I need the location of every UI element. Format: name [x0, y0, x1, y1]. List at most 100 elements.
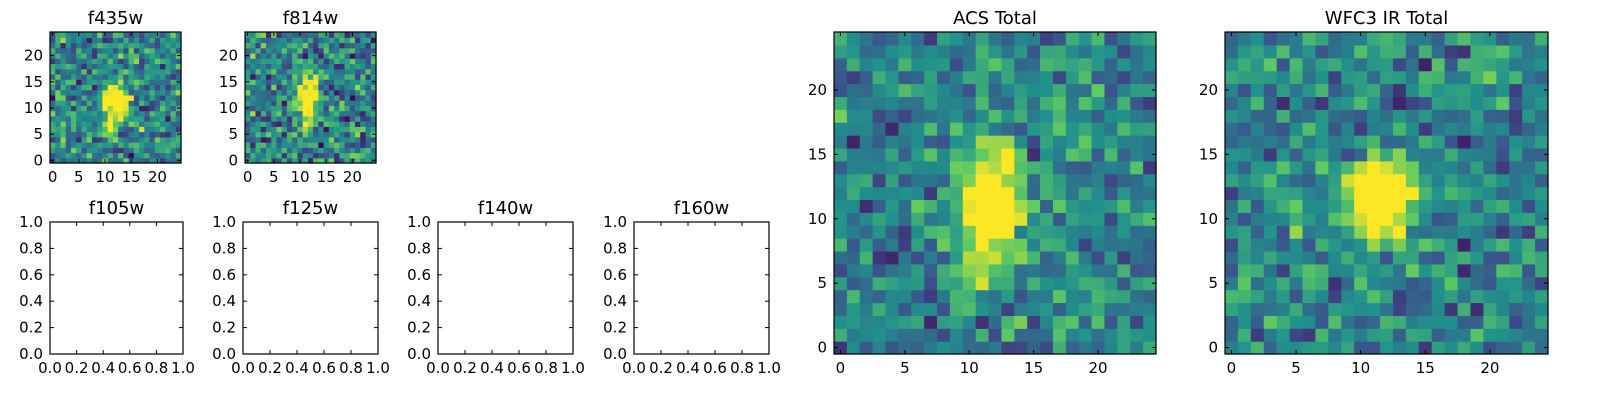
heatmap-cell	[885, 328, 899, 342]
heatmap-cell	[149, 94, 156, 101]
heatmap-cell	[102, 136, 109, 143]
heatmap-cell	[265, 94, 272, 101]
heatmap-cell	[76, 42, 83, 49]
heatmap-cell	[344, 73, 351, 80]
heatmap-cell	[988, 212, 1003, 226]
heatmap-cell	[1367, 147, 1381, 162]
heatmap-cell	[1496, 109, 1510, 123]
heatmap-cell	[1117, 147, 1131, 162]
heatmap-cell	[1535, 263, 1549, 278]
heatmap-cell	[1380, 83, 1394, 97]
heatmap-cell	[1470, 276, 1484, 291]
heatmap-cell	[1250, 83, 1265, 97]
heatmap-cell	[328, 110, 335, 117]
heatmap-cell	[1535, 160, 1549, 175]
heatmap-cell	[1354, 250, 1368, 265]
heatmap-cell	[1380, 44, 1394, 59]
heatmap-cell	[297, 126, 304, 133]
heatmap-cell	[328, 63, 335, 70]
heatmap-cell	[281, 94, 288, 101]
heatmap-cell	[318, 37, 325, 44]
heatmap-cell	[924, 225, 938, 239]
heatmap-cell	[307, 147, 314, 154]
heatmap-cell	[1354, 173, 1368, 188]
heatmap-cell	[339, 32, 346, 38]
heatmap-cell	[97, 115, 103, 122]
heatmap-cell	[859, 276, 874, 291]
heatmap-cell	[133, 47, 140, 54]
heatmap-cell	[1457, 160, 1472, 175]
heatmap-cell	[1315, 199, 1329, 213]
heatmap-cell	[334, 89, 340, 96]
heatmap-cell	[911, 199, 925, 213]
heatmap-cell	[160, 79, 166, 85]
heatmap-cell	[872, 212, 887, 226]
heatmap-cell	[302, 100, 309, 106]
heatmap-cell	[1380, 276, 1394, 291]
heatmap-cell	[937, 302, 951, 316]
heatmap-cell	[1457, 341, 1472, 355]
heatmap-cell	[344, 115, 351, 122]
heatmap-cell	[1405, 328, 1420, 342]
heatmap-cell	[1065, 173, 1080, 188]
heatmap-cell	[286, 131, 293, 138]
heatmap-cell	[1250, 96, 1265, 110]
heatmap-cell	[975, 199, 990, 213]
heatmap-cell	[154, 142, 161, 148]
heatmap-cell	[81, 100, 88, 106]
heatmap-cell	[97, 136, 103, 143]
heatmap-cell	[1104, 160, 1118, 175]
heatmap-cell	[50, 100, 56, 106]
heatmap-cell	[260, 84, 267, 91]
heatmap-cell	[1052, 250, 1067, 265]
heatmap-cell	[1380, 199, 1394, 213]
heatmap-cell	[1328, 135, 1342, 149]
panel-title: f435w	[88, 8, 143, 29]
heatmap-cell	[846, 122, 861, 136]
heatmap-cell	[160, 37, 166, 44]
heatmap-cell	[175, 121, 182, 127]
heatmap-cell	[1535, 173, 1549, 188]
heatmap-cell	[1444, 289, 1459, 304]
heatmap-cell	[55, 58, 62, 65]
heatmap-cell	[112, 37, 119, 44]
heatmap-cell	[975, 57, 990, 72]
heatmap-cell	[988, 328, 1003, 342]
heatmap-cell	[139, 37, 145, 44]
heatmap-cell	[1027, 263, 1041, 278]
heatmap-cell	[165, 37, 172, 44]
heatmap-cell	[1225, 212, 1239, 226]
heatmap-cell	[1418, 341, 1433, 355]
heatmap-cell	[250, 68, 257, 75]
heatmap-cell	[1237, 32, 1252, 46]
heatmap-cell	[1522, 135, 1536, 149]
heatmap-cell	[1065, 83, 1080, 97]
heatmap-cell	[1130, 57, 1144, 72]
heatmap-cell	[1328, 57, 1342, 72]
heatmap-cell	[1328, 96, 1342, 110]
heatmap-cell	[107, 58, 114, 65]
heatmap-cell	[165, 63, 172, 70]
heatmap-cell	[1040, 109, 1054, 123]
heatmap-cell	[81, 126, 88, 133]
heatmap-cell	[898, 225, 912, 239]
heatmap-cell	[1392, 44, 1407, 59]
heatmap-cell	[102, 58, 109, 65]
heatmap-cell	[271, 152, 278, 159]
heatmap-cell	[859, 96, 874, 110]
heatmap-cell	[1091, 70, 1106, 85]
heatmap-cell	[97, 121, 103, 127]
heatmap-cell	[1040, 122, 1054, 136]
heatmap-cell	[1065, 135, 1080, 149]
heatmap-cell	[292, 79, 298, 85]
heatmap-cell	[962, 147, 977, 162]
heatmap-cell	[834, 341, 848, 355]
heatmap-cell	[1078, 238, 1093, 252]
heatmap-cell	[834, 250, 848, 265]
heatmap-cell	[344, 47, 351, 54]
heatmap-cell	[1065, 263, 1080, 278]
heatmap-cell	[834, 135, 848, 149]
heatmap-cell	[1367, 32, 1381, 46]
heatmap-cell	[165, 152, 172, 159]
